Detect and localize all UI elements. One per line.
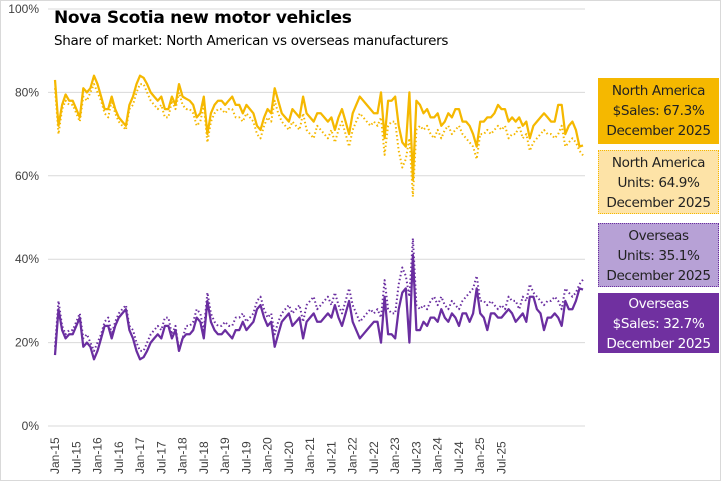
- x-tick-label: Jan-22: [346, 437, 360, 474]
- x-tick-label: Jan-21: [303, 437, 317, 474]
- annotation-line: December 2025: [606, 336, 711, 352]
- chart-subtitle: Share of market: North American vs overs…: [54, 33, 449, 49]
- x-tick-label: Jan-19: [218, 437, 232, 474]
- annotation-line: December 2025: [606, 268, 711, 284]
- annotation-overseas-units: Overseas Units: 35.1% December 2025: [598, 223, 719, 287]
- annotation-line: Units: 35.1%: [617, 248, 700, 264]
- y-tick-label: 0%: [22, 419, 40, 433]
- series-line-north-america-sales: [53, 74, 584, 182]
- x-tick-label: Jan-25: [473, 437, 487, 474]
- annotation-line: $Sales: 67.3%: [612, 103, 705, 119]
- annotation-overseas-sales: Overseas $Sales: 32.7% December 2025: [598, 293, 719, 353]
- annotation-line: December 2025: [606, 195, 711, 211]
- chart-title: Nova Scotia new motor vehicles: [54, 8, 352, 28]
- y-tick-label: 40%: [15, 252, 39, 266]
- x-axis-tick-labels: Jan-15 Jul-15 Jan-16 Jul-16 Jan-17 Jul-17 Jan-…: [48, 437, 508, 474]
- x-tick-label: Jul-21: [324, 441, 338, 474]
- series-lines: [53, 74, 584, 361]
- series-line-overseas-units: [54, 237, 584, 352]
- x-tick-label: Jul-17: [154, 441, 168, 474]
- series-line-overseas-sales: [53, 253, 584, 361]
- annotation-line: Units: 64.9%: [617, 175, 700, 191]
- y-tick-label: 80%: [15, 85, 39, 99]
- annotation-line: December 2025: [606, 123, 711, 139]
- annotation-line: North America: [611, 155, 706, 171]
- gridlines: [48, 8, 585, 427]
- series-line-north-america-units: [54, 83, 584, 198]
- annotation-north-america-units: North America Units: 64.9% December 2025: [598, 150, 719, 214]
- x-tick-label: Jan-17: [133, 437, 147, 474]
- x-tick-label: Jan-15: [48, 437, 62, 474]
- annotation-line: Overseas: [628, 228, 689, 244]
- x-tick-label: Jan-23: [388, 437, 402, 474]
- x-tick-label: Jul-24: [452, 441, 466, 474]
- x-tick-label: Jan-18: [176, 437, 190, 474]
- x-tick-label: Jul-15: [69, 441, 83, 474]
- x-tick-label: Jul-18: [197, 441, 211, 474]
- x-tick-label: Jul-22: [367, 441, 381, 474]
- x-tick-label: Jan-16: [91, 437, 105, 474]
- x-tick-label: Jul-25: [494, 441, 508, 474]
- y-axis-tick-labels: 0% 20% 40% 60% 80% 100%: [8, 2, 39, 433]
- y-tick-label: 60%: [15, 169, 39, 183]
- y-tick-label: 100%: [8, 2, 39, 16]
- x-tick-label: Jul-16: [112, 441, 126, 474]
- annotation-line: North America: [611, 83, 706, 99]
- annotation-line: $Sales: 32.7%: [612, 316, 705, 332]
- x-tick-label: Jan-20: [261, 437, 275, 474]
- annotation-line: Overseas: [628, 296, 689, 312]
- y-tick-label: 20%: [15, 336, 39, 350]
- x-tick-label: Jul-20: [282, 441, 296, 474]
- x-tick-label: Jan-24: [431, 437, 445, 474]
- annotation-north-america-sales: North America $Sales: 67.3% December 202…: [598, 78, 719, 144]
- x-tick-label: Jul-23: [409, 441, 423, 474]
- x-tick-label: Jul-19: [239, 441, 253, 474]
